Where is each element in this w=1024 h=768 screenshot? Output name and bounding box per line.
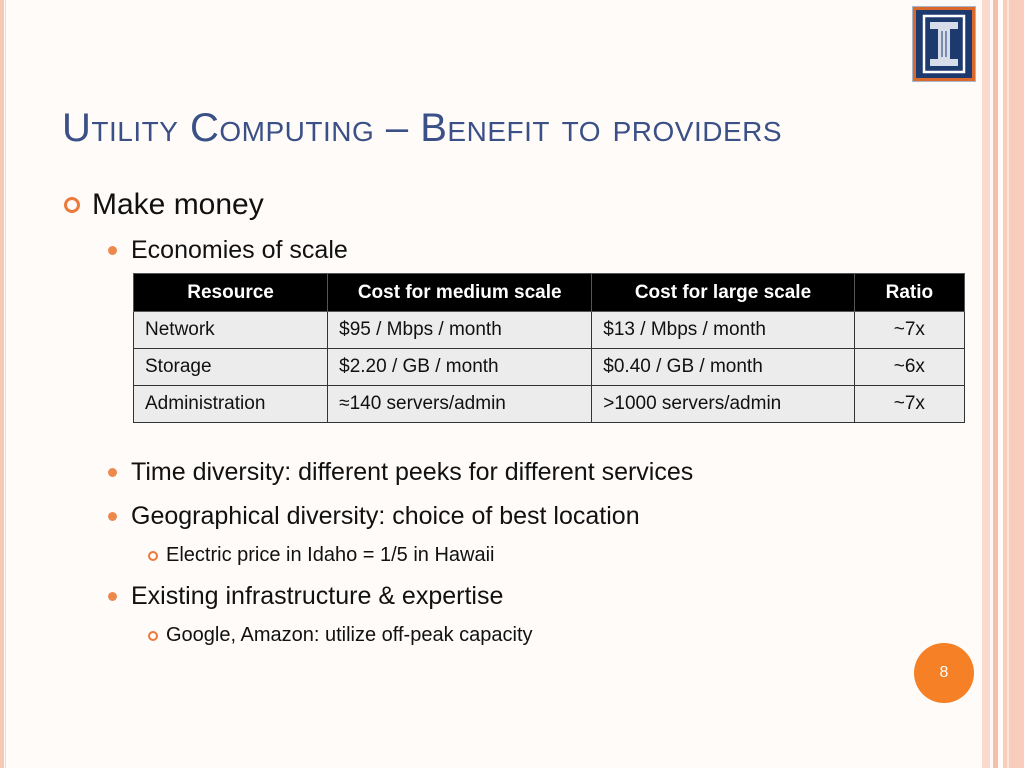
bullet-text: Google, Amazon: utilize off-peak capacit… (166, 624, 533, 646)
bullet-google-amazon: Google, Amazon: utilize off-peak capacit… (148, 624, 533, 647)
left-border-stripe (5, 0, 6, 768)
bullet-electric-price: Electric price in Idaho = 1/5 in Hawaii (148, 544, 495, 567)
dot-bullet-icon (108, 512, 117, 521)
ring-bullet-icon (64, 197, 80, 213)
dot-bullet-icon (108, 468, 117, 477)
small-ring-bullet-icon (148, 630, 158, 641)
table-cell: ~6x (853, 348, 966, 386)
dot-bullet-icon (108, 592, 117, 601)
table-header-row: Resource Cost for medium scale Cost for … (132, 273, 966, 312)
small-ring-bullet-icon (148, 550, 158, 561)
table-cell: ≈140 servers/admin (327, 385, 593, 423)
column-header: Ratio (853, 273, 966, 312)
table-cell: $13 / Mbps / month (591, 311, 855, 349)
right-border-stripe (993, 0, 998, 768)
bullet-geographical-diversity: Geographical diversity: choice of best l… (108, 502, 640, 531)
table-cell: ~7x (853, 311, 966, 349)
bullet-text: Make money (92, 188, 264, 221)
table-cell: $0.40 / GB / month (591, 348, 855, 386)
table-row: Network $95 / Mbps / month $13 / Mbps / … (132, 311, 966, 349)
table-cell: Administration (132, 385, 329, 423)
slide-title: Utility Computing – Benefit to providers (62, 106, 783, 150)
table-cell: Network (132, 311, 329, 349)
table-cell: >1000 servers/admin (591, 385, 855, 423)
table-cell: Storage (132, 348, 329, 386)
bullet-economies-of-scale: Economies of scale (108, 236, 348, 265)
page-number-badge: 8 (914, 643, 974, 703)
column-header: Cost for medium scale (327, 273, 593, 312)
left-border-stripe (0, 0, 4, 768)
table-cell: $95 / Mbps / month (327, 311, 593, 349)
bullet-text: Geographical diversity: choice of best l… (131, 502, 640, 530)
bullet-time-diversity: Time diversity: different peeks for diff… (108, 458, 693, 487)
bullet-text: Time diversity: different peeks for diff… (131, 458, 694, 486)
table-cell: $2.20 / GB / month (327, 348, 593, 386)
table-row: Administration ≈140 servers/admin >1000 … (132, 385, 966, 423)
column-header: Resource (132, 273, 329, 312)
university-i-logo-icon (912, 6, 976, 82)
bullet-text: Economies of scale (131, 236, 348, 264)
bullet-text: Electric price in Idaho = 1/5 in Hawaii (166, 544, 495, 566)
table-cell: ~7x (853, 385, 966, 423)
bullet-make-money: Make money (64, 188, 264, 222)
bullet-existing-infrastructure: Existing infrastructure & expertise (108, 582, 503, 611)
table-row: Storage $2.20 / GB / month $0.40 / GB / … (132, 348, 966, 386)
right-border-stripe (1007, 0, 1009, 768)
bullet-text: Existing infrastructure & expertise (131, 582, 504, 610)
cost-comparison-table: Resource Cost for medium scale Cost for … (132, 273, 966, 423)
column-header: Cost for large scale (591, 273, 855, 312)
dot-bullet-icon (108, 246, 117, 255)
right-border-stripe (982, 0, 990, 768)
